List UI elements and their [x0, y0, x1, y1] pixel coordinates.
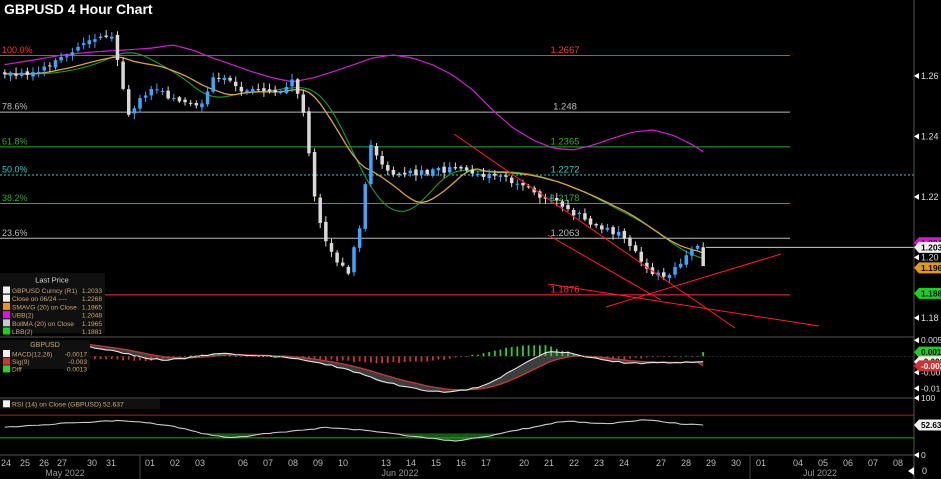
svg-text:0.0013: 0.0013 — [67, 367, 88, 374]
svg-text:09: 09 — [313, 458, 323, 468]
svg-text:May 2022: May 2022 — [45, 468, 85, 478]
svg-text:29: 29 — [706, 458, 716, 468]
svg-text:08: 08 — [893, 458, 903, 468]
svg-text:100: 100 — [921, 393, 935, 403]
svg-text:GBPUSD Curncy (R1): GBPUSD Curncy (R1) — [12, 288, 77, 295]
svg-text:1.2268: 1.2268 — [82, 296, 103, 303]
svg-text:15: 15 — [431, 458, 441, 468]
svg-text:Close on 06/24 ----: Close on 06/24 ---- — [12, 296, 67, 303]
svg-text:30: 30 — [731, 458, 741, 468]
svg-text:LBB(2): LBB(2) — [12, 329, 33, 336]
svg-text:1.1881: 1.1881 — [82, 329, 103, 336]
svg-text:Jun 2022: Jun 2022 — [381, 468, 418, 478]
svg-text:17: 17 — [481, 458, 491, 468]
svg-text:22: 22 — [569, 458, 579, 468]
svg-text:02: 02 — [170, 458, 180, 468]
svg-text:28: 28 — [681, 458, 691, 468]
svg-text:1.2063: 1.2063 — [550, 228, 579, 239]
svg-text:1.18: 1.18 — [921, 313, 939, 323]
svg-text:14: 14 — [406, 458, 416, 468]
svg-text:30: 30 — [87, 458, 97, 468]
svg-text:06: 06 — [238, 458, 248, 468]
svg-text:50.0%: 50.0% — [2, 165, 28, 175]
svg-text:16: 16 — [456, 458, 466, 468]
svg-text:20: 20 — [519, 458, 529, 468]
svg-text:01: 01 — [756, 458, 766, 468]
svg-text:1.22: 1.22 — [921, 192, 939, 202]
svg-text:25: 25 — [20, 458, 30, 468]
svg-text:21: 21 — [544, 458, 554, 468]
svg-text:RSI (14) on Close (GBPUSD) 52: RSI (14) on Close (GBPUSD) 52.637 — [12, 402, 124, 409]
svg-text:1.20: 1.20 — [921, 252, 939, 262]
svg-text:1.24: 1.24 — [921, 131, 939, 141]
svg-text:1.2272: 1.2272 — [550, 165, 579, 176]
svg-text:24: 24 — [1, 458, 11, 468]
svg-text:23.6%: 23.6% — [2, 228, 28, 238]
svg-text:BollMA (20) on Close: BollMA (20) on Close — [12, 321, 74, 328]
svg-text:27: 27 — [57, 458, 67, 468]
svg-text:SMAVG (20) on Close: SMAVG (20) on Close — [12, 304, 77, 311]
svg-text:0: 0 — [922, 466, 927, 476]
svg-text:0.005: 0.005 — [921, 335, 941, 345]
svg-text:1.2667: 1.2667 — [550, 45, 579, 56]
svg-text:1.1965: 1.1965 — [921, 263, 941, 273]
svg-text:23: 23 — [594, 458, 604, 468]
svg-text:Diff: Diff — [12, 367, 22, 374]
svg-text:1.1876: 1.1876 — [550, 284, 579, 295]
svg-text:100.0%: 100.0% — [2, 45, 33, 55]
svg-text:-0.0017: -0.0017 — [65, 351, 88, 358]
svg-text:GBPUSD: GBPUSD — [30, 342, 60, 349]
svg-text:1.1965: 1.1965 — [82, 321, 103, 328]
svg-text:1.2365: 1.2365 — [550, 136, 579, 147]
svg-text:38.2%: 38.2% — [2, 193, 28, 203]
svg-text:UBB(2): UBB(2) — [12, 313, 34, 320]
svg-text:-0.003: -0.003 — [68, 359, 87, 366]
svg-text:0: 0 — [921, 450, 926, 460]
svg-text:61.8%: 61.8% — [2, 136, 28, 146]
svg-text:1.2033: 1.2033 — [921, 242, 941, 252]
svg-text:MACD(12,26): MACD(12,26) — [12, 351, 52, 358]
svg-text:03: 03 — [195, 458, 205, 468]
svg-text:1.248: 1.248 — [553, 102, 577, 113]
svg-text:31: 31 — [106, 458, 116, 468]
svg-text:06: 06 — [843, 458, 853, 468]
svg-text:1.1965: 1.1965 — [82, 304, 103, 311]
svg-text:1.2033: 1.2033 — [82, 288, 103, 295]
svg-text:26: 26 — [39, 458, 49, 468]
svg-text:1.1881: 1.1881 — [921, 288, 941, 298]
svg-text:27: 27 — [656, 458, 666, 468]
svg-text:01: 01 — [145, 458, 155, 468]
svg-text:52.637: 52.637 — [921, 421, 941, 430]
svg-text:04: 04 — [793, 458, 803, 468]
svg-text:1.26: 1.26 — [921, 71, 939, 81]
svg-text:-0.01: -0.01 — [921, 383, 941, 393]
svg-text:13: 13 — [381, 458, 391, 468]
svg-text:1.2048: 1.2048 — [82, 313, 103, 320]
svg-text:10: 10 — [338, 458, 348, 468]
svg-text:GBPUSD 4 Hour Chart: GBPUSD 4 Hour Chart — [4, 1, 153, 17]
svg-text:Last Price: Last Price — [35, 276, 69, 285]
svg-text:07: 07 — [868, 458, 878, 468]
svg-text:78.6%: 78.6% — [2, 102, 28, 112]
svg-text:05: 05 — [818, 458, 828, 468]
svg-text:08: 08 — [288, 458, 298, 468]
svg-text:24: 24 — [619, 458, 629, 468]
svg-text:0.0013: 0.0013 — [921, 348, 941, 357]
svg-text:Jul 2022: Jul 2022 — [803, 468, 837, 478]
svg-text:-0.003: -0.003 — [921, 362, 941, 371]
svg-text:1.2178: 1.2178 — [550, 193, 579, 204]
svg-text:Sig(9): Sig(9) — [12, 359, 30, 366]
svg-text:07: 07 — [263, 458, 273, 468]
